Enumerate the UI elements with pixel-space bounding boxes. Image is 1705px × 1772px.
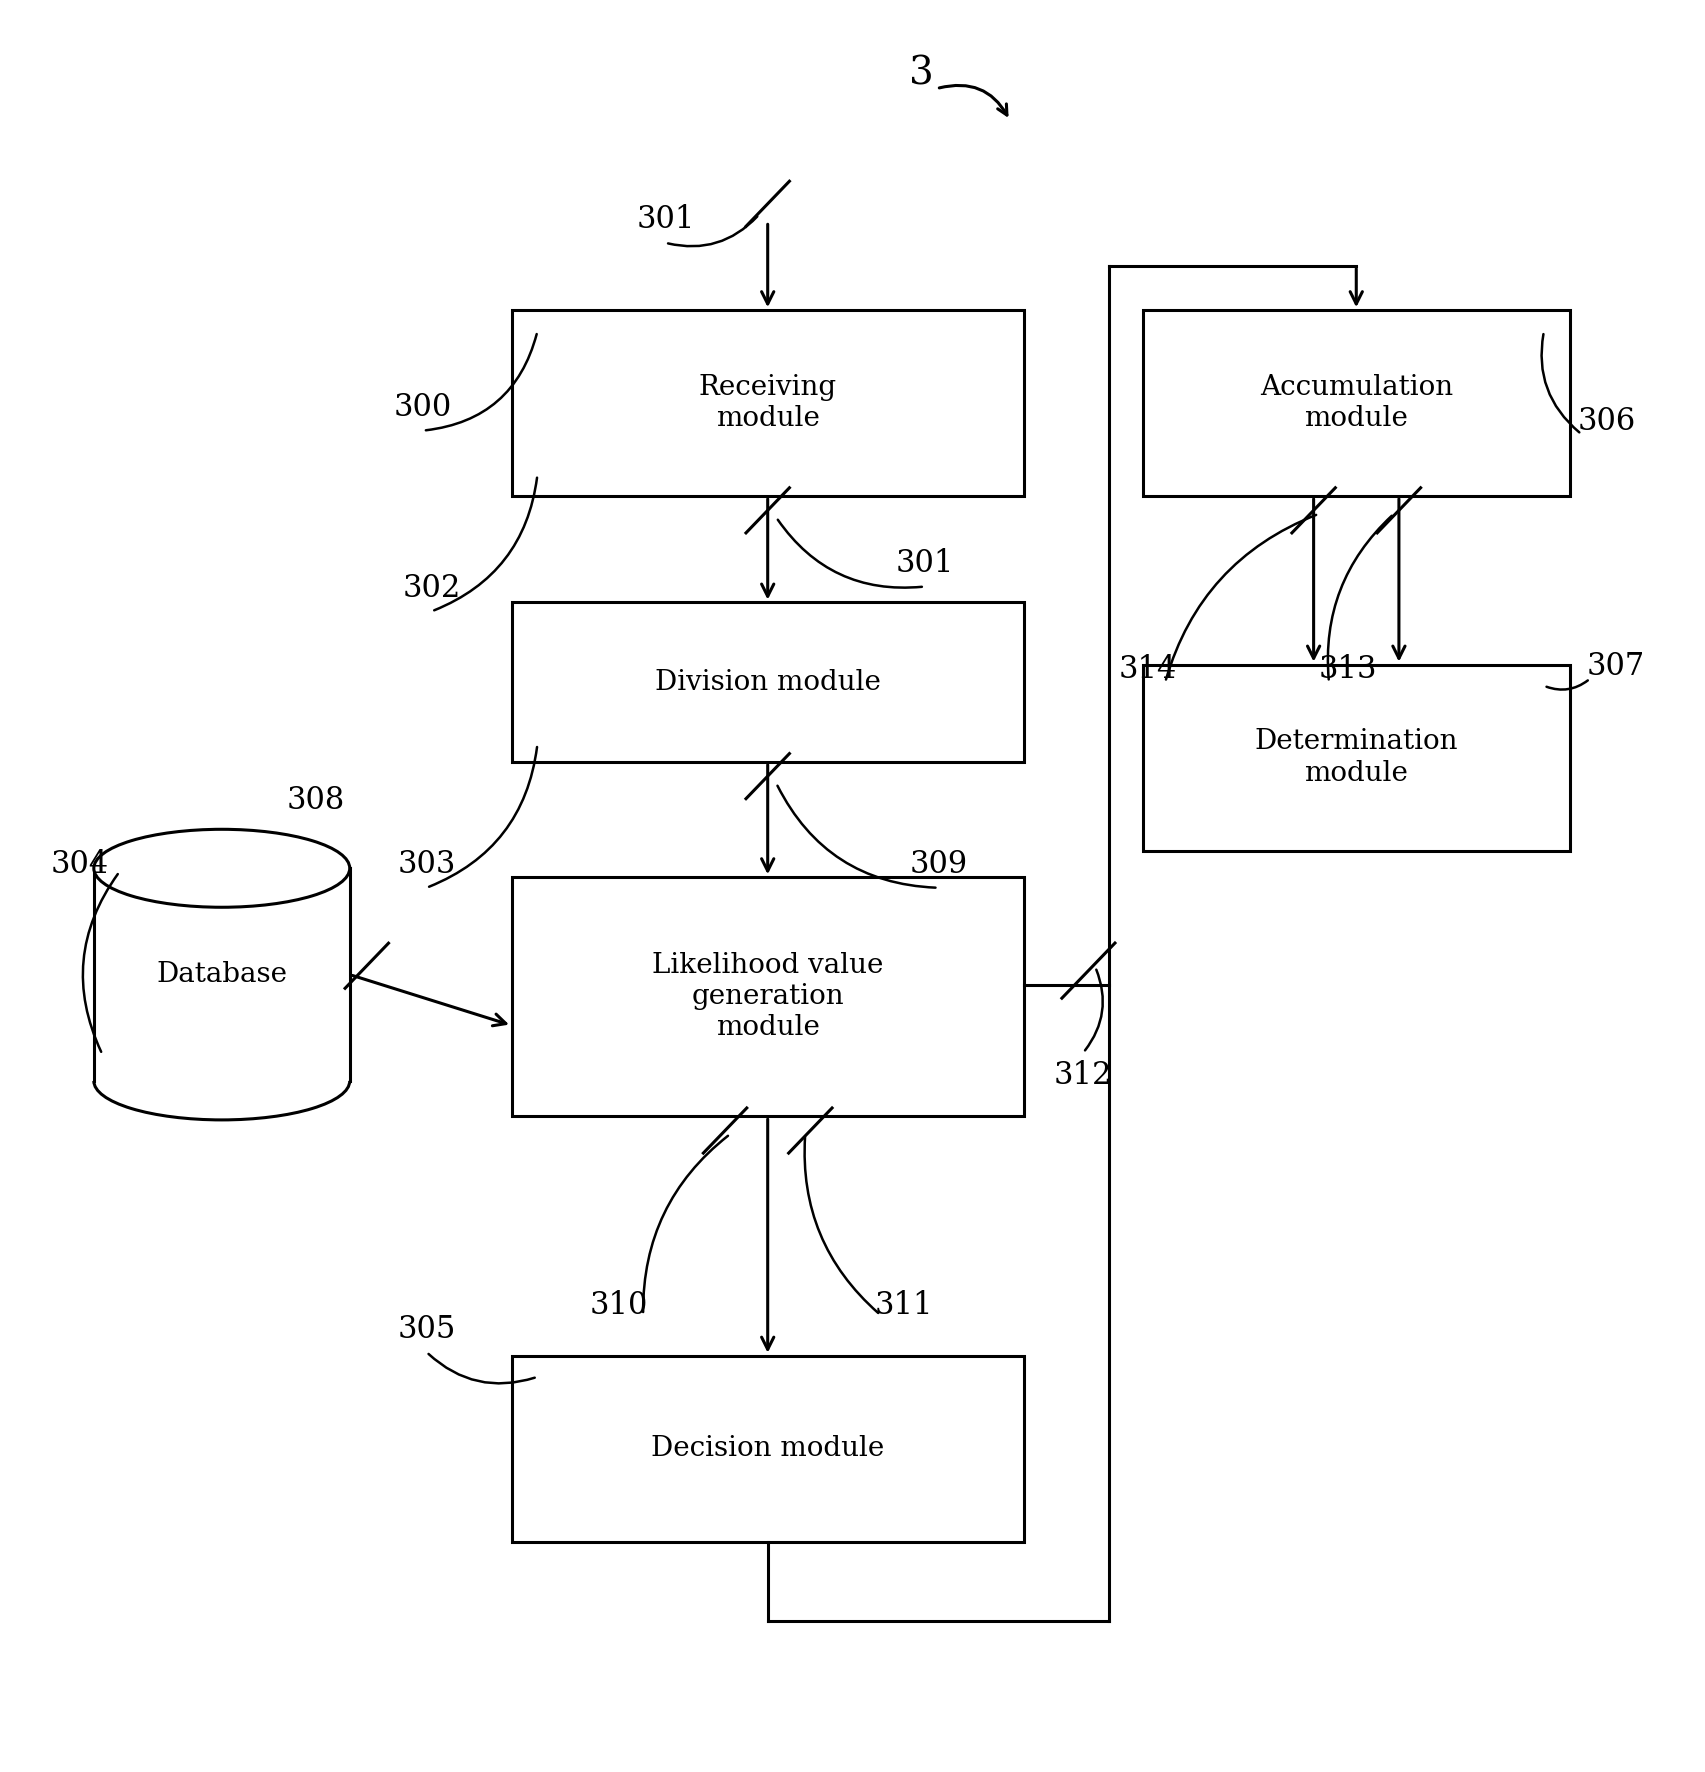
Text: Division module: Division module (655, 668, 880, 696)
Text: Accumulation
module: Accumulation module (1258, 374, 1453, 432)
Text: 302: 302 (402, 572, 460, 604)
Text: 307: 307 (1586, 650, 1644, 682)
Text: 308: 308 (286, 785, 344, 817)
Text: 301: 301 (636, 204, 694, 236)
Text: 3: 3 (909, 57, 933, 92)
Text: 314: 314 (1118, 654, 1176, 686)
Text: 309: 309 (909, 849, 967, 881)
Text: Determination
module: Determination module (1253, 728, 1458, 787)
FancyBboxPatch shape (512, 877, 1023, 1116)
Ellipse shape (94, 829, 350, 907)
Text: 310: 310 (590, 1290, 648, 1322)
Text: 304: 304 (51, 849, 109, 881)
Text: 312: 312 (1054, 1060, 1112, 1092)
Text: Receiving
module: Receiving module (699, 374, 835, 432)
Text: 301: 301 (895, 548, 953, 579)
Text: Decision module: Decision module (651, 1435, 883, 1462)
Text: 311: 311 (875, 1290, 933, 1322)
Text: 306: 306 (1577, 406, 1635, 438)
Text: 300: 300 (394, 392, 452, 424)
Text: Database: Database (157, 960, 286, 989)
FancyBboxPatch shape (1142, 664, 1569, 851)
FancyBboxPatch shape (512, 1356, 1023, 1542)
FancyBboxPatch shape (512, 310, 1023, 496)
FancyBboxPatch shape (512, 602, 1023, 762)
Text: 305: 305 (397, 1313, 455, 1345)
FancyBboxPatch shape (1142, 310, 1569, 496)
Text: 313: 313 (1318, 654, 1376, 686)
Text: Likelihood value
generation
module: Likelihood value generation module (651, 952, 883, 1042)
Text: 303: 303 (397, 849, 455, 881)
